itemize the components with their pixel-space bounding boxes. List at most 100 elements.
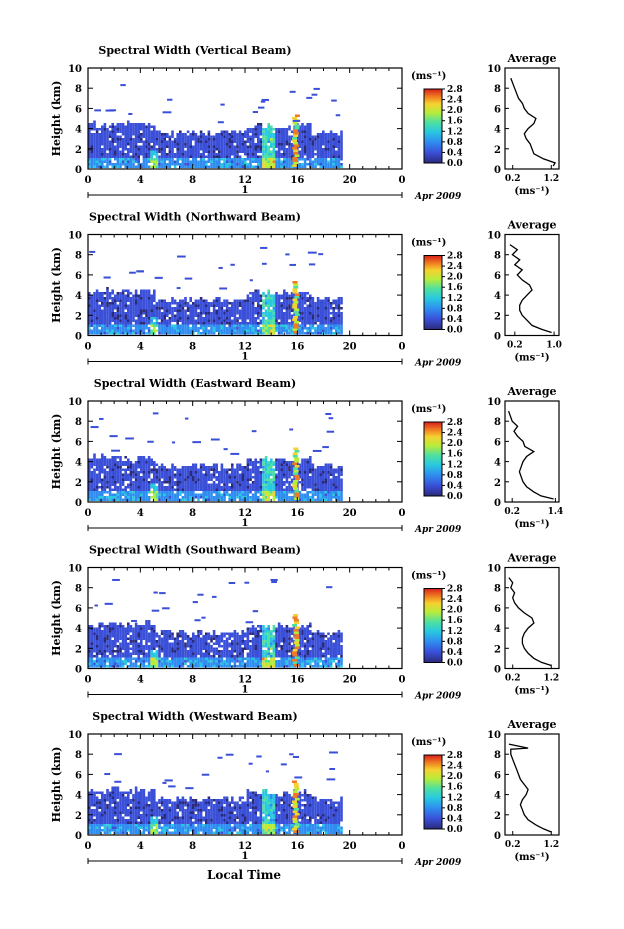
heatmap-cell [168, 142, 172, 146]
colorbar-unit: (ms⁻¹) [411, 238, 446, 249]
heatmap-cell [106, 314, 109, 317]
heatmap-cell [306, 493, 309, 496]
heatmap-cell [309, 152, 312, 156]
heatmap-cell [137, 319, 140, 322]
heatmap-cell [314, 145, 317, 148]
heatmap-cell [238, 145, 242, 148]
heatmap-cell [294, 154, 300, 157]
heatmap-cell [145, 160, 148, 163]
heatmap-cell [179, 155, 182, 158]
heatmap-cell [132, 319, 135, 322]
heatmap-cell [288, 150, 291, 153]
heatmap-cell [236, 465, 239, 469]
heatmap-cell [142, 304, 146, 307]
heatmap-cell [93, 299, 96, 302]
heatmap-cell [202, 140, 205, 143]
heatmap-cell [101, 291, 104, 295]
heatmap-cell [153, 309, 156, 312]
heatmap-cell [257, 299, 260, 302]
heatmap-cell [95, 306, 99, 310]
heatmap-cell [251, 483, 255, 486]
heatmap-cell [241, 162, 244, 166]
heatmap-cell [244, 150, 247, 153]
heatmap-cell [181, 135, 185, 138]
heatmap-cell [119, 463, 122, 466]
heatmap-cell [280, 160, 283, 163]
heatmap-cell [241, 490, 244, 494]
heatmap-cell [121, 642, 125, 645]
heatmap-cell [150, 296, 153, 300]
heatmap-cell [275, 478, 278, 481]
heatmap-cell [155, 329, 159, 332]
heatmap-cell [88, 157, 91, 161]
heatmap-cell [322, 147, 325, 151]
heatmap-cell [329, 145, 333, 148]
heatmap-cell [335, 488, 338, 491]
heatmap-cell [116, 145, 120, 148]
heatmap-cell [270, 160, 273, 163]
avg-x-tick-label: 0.2 [504, 507, 520, 517]
heatmap-cell [262, 314, 265, 317]
heatmap-cell [171, 495, 174, 499]
heatmap-cell [290, 314, 294, 317]
heatmap-cell [332, 157, 335, 161]
heatmap-cell [127, 485, 130, 489]
heatmap-cell [181, 473, 185, 476]
heatmap-cell [246, 468, 250, 471]
heatmap-cell [277, 470, 281, 474]
heatmap-cell [168, 137, 172, 141]
heatmap-cell [225, 137, 229, 141]
heatmap-cell [285, 291, 289, 295]
heatmap-cell [207, 157, 211, 161]
heatmap-cell [192, 316, 195, 320]
heatmap-cell [153, 311, 156, 315]
colorbar-tick-label: 0.0 [447, 326, 463, 336]
heatmap-cell [132, 132, 135, 136]
heatmap-cell [140, 299, 143, 302]
heatmap-cell [205, 470, 208, 474]
y-tick-label: 10 [68, 231, 82, 242]
heatmap-cell [262, 458, 265, 461]
heatmap-cell [244, 135, 247, 138]
heatmap-cell [179, 311, 182, 315]
heatmap-cell [301, 162, 304, 166]
heatmap-cell [303, 162, 307, 166]
heatmap-cell [220, 475, 224, 479]
heatmap-cell [205, 150, 208, 153]
heatmap-cell [90, 311, 94, 315]
heatmap-cell [249, 316, 252, 320]
heatmap-cell [215, 135, 218, 138]
heatmap-cell [163, 309, 166, 312]
heatmap-cell [177, 255, 186, 258]
heatmap-cell [181, 160, 185, 163]
heatmap-cell [147, 329, 151, 332]
heatmap-cell [306, 311, 309, 315]
heatmap-cell [160, 157, 164, 161]
heatmap-cell [238, 329, 242, 332]
heatmap-cell [132, 299, 135, 302]
heatmap-cell [108, 145, 112, 148]
heatmap-cell [246, 326, 250, 330]
heatmap-cell [132, 145, 135, 148]
heatmap-cell [277, 493, 281, 496]
heatmap-cell [194, 321, 198, 325]
y-tick-label: 4 [75, 291, 82, 302]
heatmap-cell [290, 316, 294, 320]
heatmap-cell [223, 485, 226, 489]
heatmap-cell [171, 478, 174, 481]
heatmap-cell [270, 155, 273, 158]
heatmap-cell [181, 490, 185, 494]
heatmap-cell [163, 480, 166, 484]
heatmap-cell [184, 296, 187, 300]
heatmap-cell [197, 162, 200, 166]
heatmap-cell [111, 306, 114, 310]
heatmap-cell [210, 135, 213, 138]
heatmap-cell [181, 155, 185, 158]
heatmap-cell [103, 629, 107, 633]
heatmap-cell [116, 460, 120, 464]
heatmap-cell [294, 320, 300, 324]
heatmap-cell [277, 127, 281, 131]
heatmap-cell [98, 147, 101, 151]
heatmap-cell [316, 478, 320, 481]
heatmap-cell [134, 483, 138, 486]
